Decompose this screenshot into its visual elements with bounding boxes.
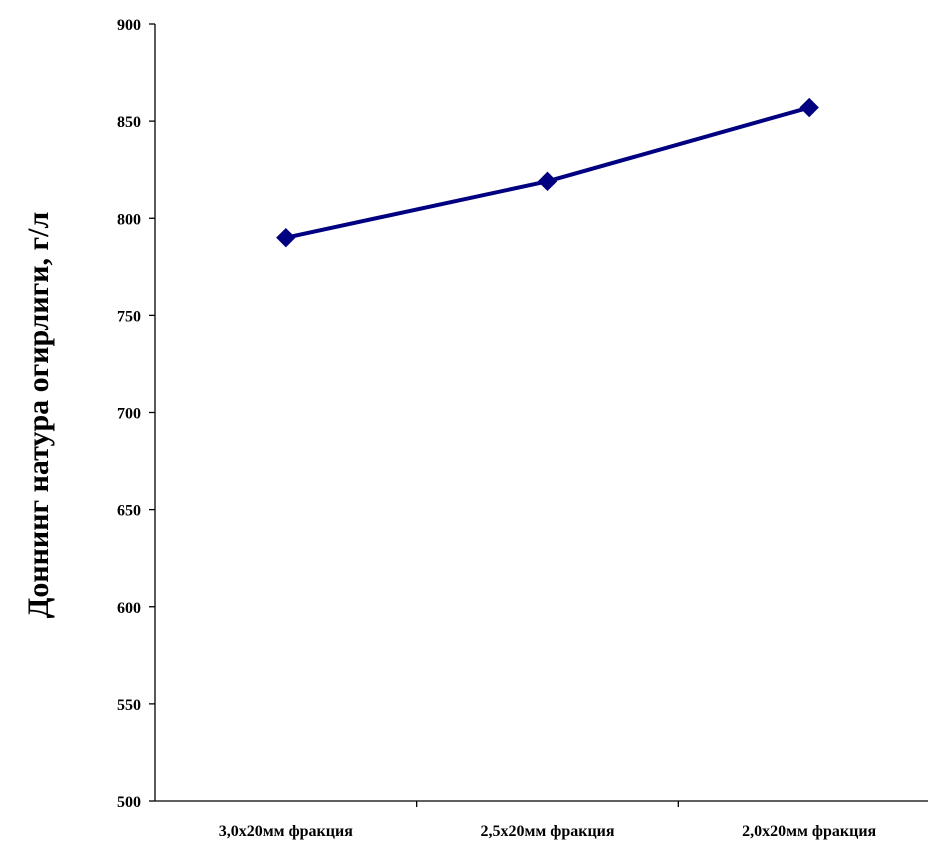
y-tick-label: 900 xyxy=(117,17,141,34)
y-axis-ticks: 500 550 600 650 700 750 800 850 900 xyxy=(117,17,155,811)
y-tick-label: 500 xyxy=(117,794,141,811)
data-series xyxy=(276,97,819,248)
y-tick-label: 650 xyxy=(117,503,141,520)
x-tick-label: 3,0x20мм фракция xyxy=(219,823,353,840)
data-point-marker xyxy=(799,97,819,118)
y-tick-label: 750 xyxy=(117,308,141,325)
x-tick-label: 2,5x20мм фракция xyxy=(480,823,614,840)
y-tick-label: 700 xyxy=(117,406,141,423)
axes xyxy=(154,24,928,802)
y-tick-label: 600 xyxy=(117,600,141,617)
y-axis-title: Доннинг натура огирлиги, г/л xyxy=(22,212,55,619)
x-tick-label: 2,0x20мм фракция xyxy=(742,823,876,840)
data-point-marker xyxy=(537,171,558,192)
y-tick-label: 850 xyxy=(117,114,141,131)
x-axis-ticks: 3,0x20мм фракция 2,5x20мм фракция 2,0x20мм… xyxy=(219,801,877,840)
y-tick-label: 800 xyxy=(117,211,141,228)
data-point-marker xyxy=(276,227,296,248)
y-tick-label: 550 xyxy=(117,697,141,714)
